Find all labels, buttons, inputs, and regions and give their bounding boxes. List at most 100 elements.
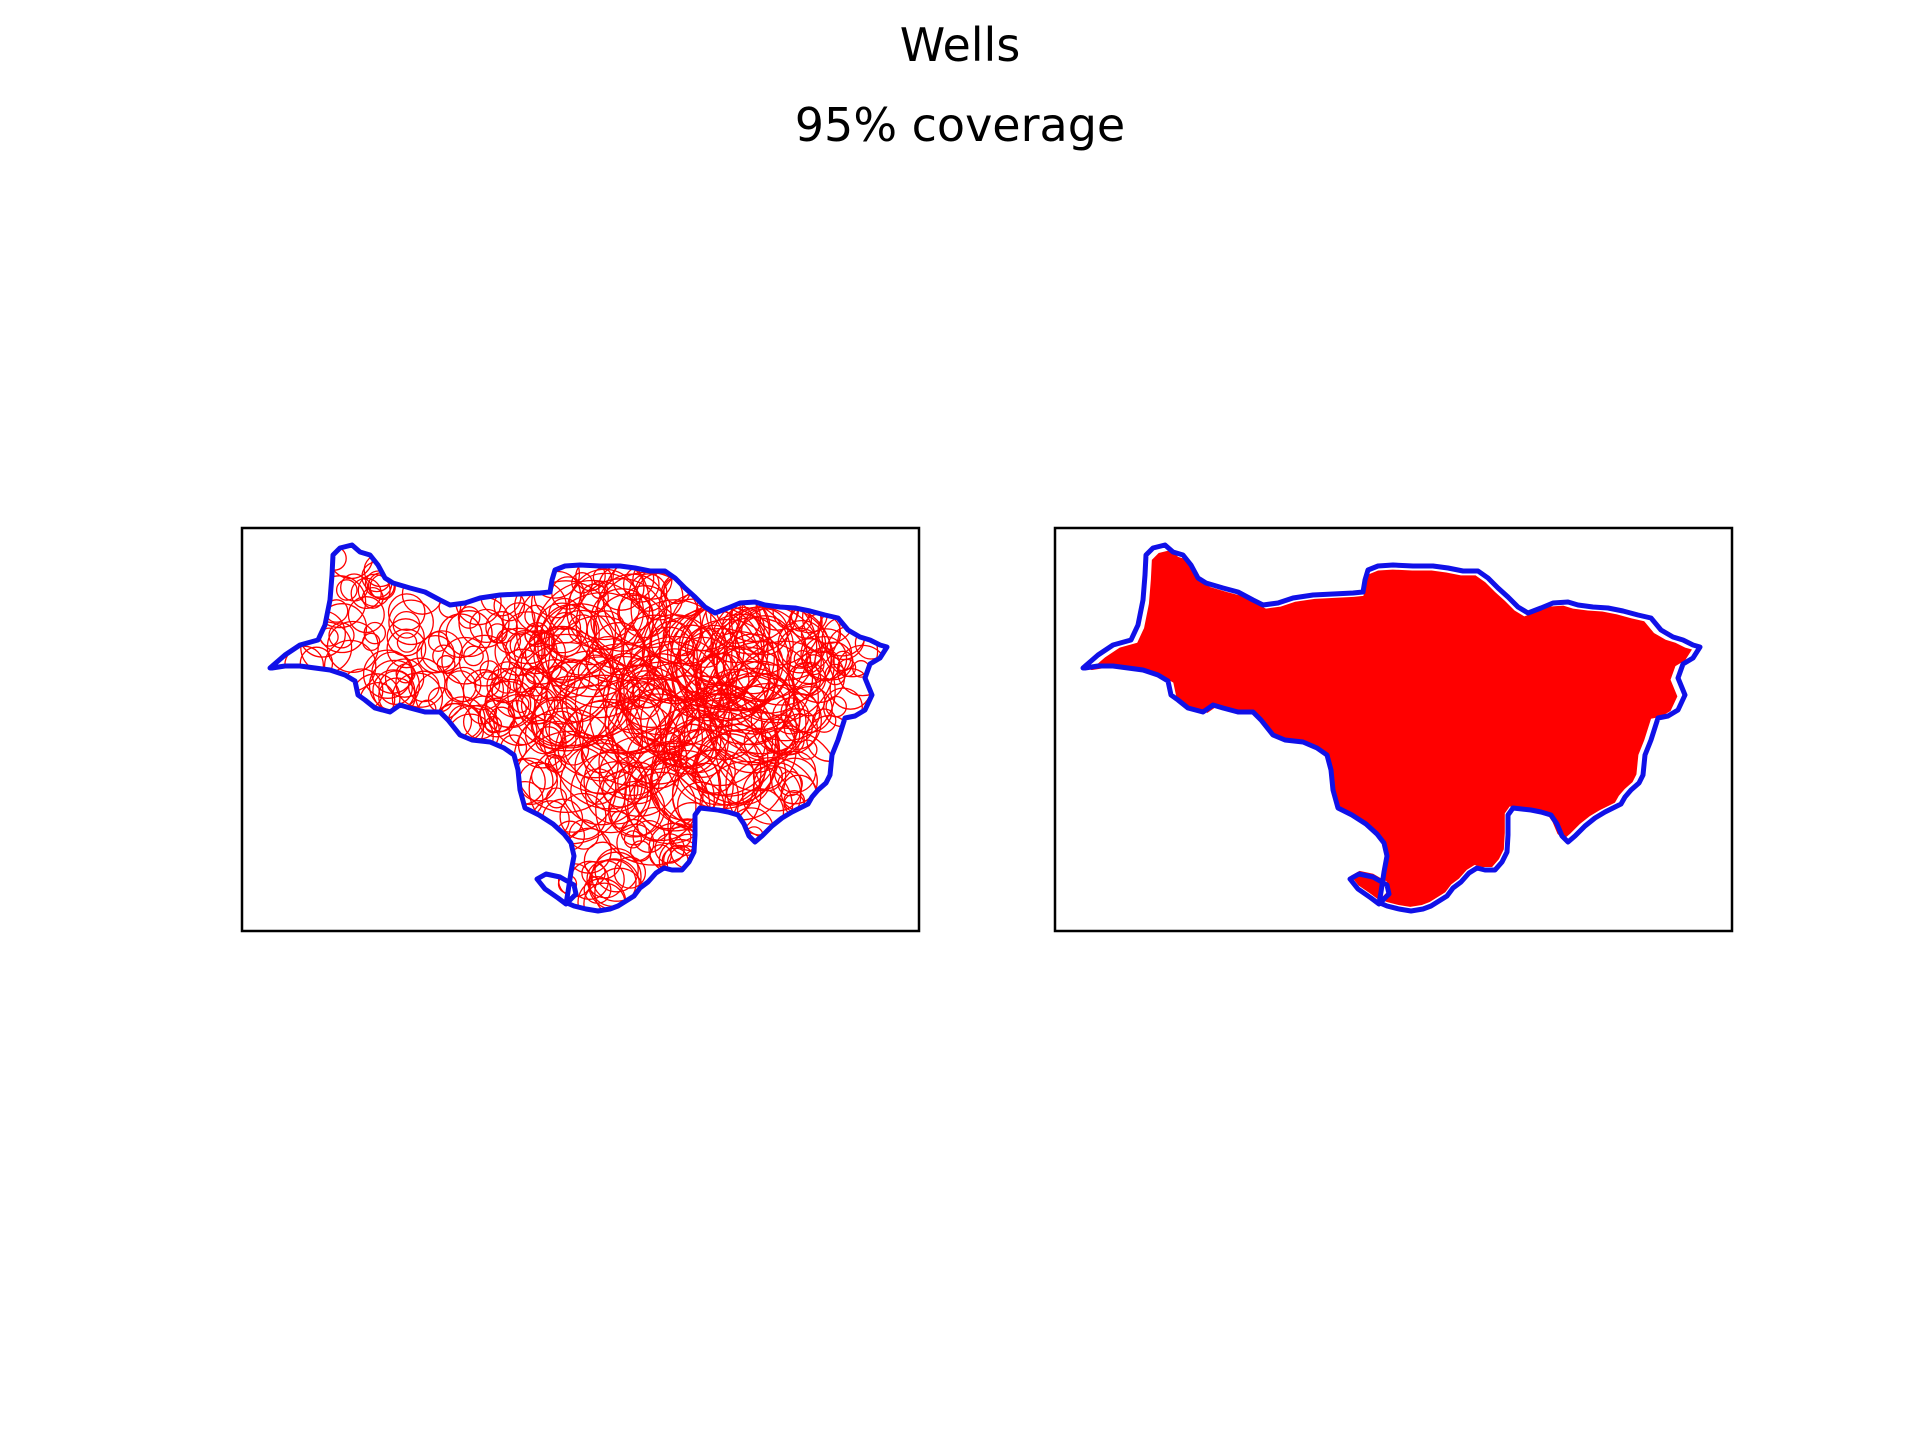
coverage-circle: [620, 818, 648, 846]
coverage-circle: [457, 606, 481, 629]
coverage-circle: [363, 621, 387, 645]
coverage-circle: [520, 686, 559, 725]
coverage-circle: [760, 714, 801, 754]
coverage-circle: [536, 602, 588, 654]
coverage-circle: [811, 708, 837, 733]
coverage-circle: [524, 604, 548, 628]
coverage-circle: [574, 655, 672, 753]
coverage-circle: [705, 641, 819, 755]
coverage-circle: [561, 700, 644, 782]
coverage-circle: [623, 830, 643, 849]
coverage-circle: [458, 634, 511, 687]
coverage-circle: [533, 625, 591, 683]
coverage-circle: [777, 627, 823, 674]
coverage-circle: [521, 667, 551, 697]
coverage-circle: [803, 654, 825, 676]
coverage-circle: [615, 655, 688, 729]
coverage-circle: [654, 707, 722, 775]
coverage-circle: [788, 662, 822, 696]
coverage-circle: [627, 771, 697, 842]
coverage-circle: [762, 718, 796, 752]
coverage-circle: [508, 716, 538, 746]
figure-subtitle: 95% coverage: [794, 98, 1126, 152]
coverage-circle: [489, 676, 512, 698]
coverage-circle: [596, 573, 668, 644]
coverage-circle: [673, 711, 769, 806]
coverage-circle: [507, 633, 625, 752]
coverage-circle: [559, 742, 643, 826]
coverage-circle: [392, 610, 421, 639]
coverage-circle: [395, 663, 416, 684]
coverage-circle: [583, 841, 622, 880]
coverage-circle: [386, 628, 427, 669]
coverage-circle: [347, 596, 385, 634]
coverage-circle: [335, 579, 358, 601]
coverage-circle: [703, 667, 801, 766]
coverage-circle: [734, 640, 836, 742]
coverage-circle: [696, 646, 795, 746]
coverage-circle: [485, 611, 518, 644]
coverage-circle: [777, 619, 827, 669]
coverage-circle: [629, 840, 652, 862]
coverage-circle: [677, 729, 727, 778]
coverage-circle: [524, 624, 546, 646]
coverage-circle: [515, 580, 617, 681]
coverage-circle: [718, 751, 772, 806]
coverage-circle: [566, 572, 645, 651]
coverage-circle: [613, 856, 647, 889]
coverage-circle: [617, 761, 660, 805]
coverage-circle: [824, 663, 847, 686]
coverage-circle: [396, 632, 418, 653]
coverage-circle: [671, 627, 771, 728]
coverage-circle: [836, 644, 887, 697]
coverage-circle: [580, 583, 609, 613]
coverage-circle: [593, 593, 668, 667]
coverage-circle: [441, 636, 489, 685]
coverage-circle: [636, 806, 672, 842]
coverage-circle: [378, 670, 413, 706]
coverage-circle: [328, 622, 355, 649]
boundary-outline-left: [267, 542, 890, 914]
coverage-circle: [700, 631, 780, 711]
coverage-circle: [494, 627, 543, 676]
coverage-circle: [548, 609, 615, 676]
coverage-circle: [477, 699, 516, 738]
coverage-circle: [538, 720, 577, 759]
coverage-circle: [591, 622, 646, 676]
coverage-circle: [445, 610, 493, 658]
coverage-circle: [618, 585, 672, 639]
coverage-circle: [542, 674, 662, 794]
filled-panel: [1053, 526, 1734, 933]
coverage-circle: [586, 859, 625, 899]
coverage-circle: [574, 738, 631, 795]
coverage-circle: [695, 645, 770, 720]
coverage-circle: [591, 851, 642, 902]
coverage-circle: [387, 593, 426, 631]
boundary-outline-right: [1080, 542, 1703, 914]
coverage-circle: [632, 677, 664, 709]
coverage-circle: [568, 568, 641, 641]
coverage-circle: [699, 652, 739, 692]
coverage-circle: [550, 658, 591, 698]
coverage-circle: [386, 618, 425, 657]
coverage-circle: [583, 749, 647, 813]
coverage-circle: [641, 626, 696, 681]
coverage-circle: [395, 657, 446, 708]
coverage-circle: [577, 654, 614, 691]
coverage-circle: [484, 716, 503, 734]
circles-panel: [240, 526, 921, 933]
coverage-circle: [544, 754, 563, 772]
coverage-circle: [362, 632, 381, 652]
coverage-circle: [785, 685, 833, 734]
coverage-circle: [340, 573, 369, 602]
coverage-circle: [611, 614, 698, 701]
coverage-circle: [546, 787, 568, 809]
coverage-circle: [786, 638, 833, 685]
figure-title: Wells: [899, 18, 1021, 72]
coverage-circle: [598, 728, 667, 797]
coverage-fill: [1090, 550, 1692, 907]
coverage-circle: [685, 683, 763, 761]
coverage-circle: [488, 706, 515, 733]
coverage-circle: [388, 599, 434, 646]
